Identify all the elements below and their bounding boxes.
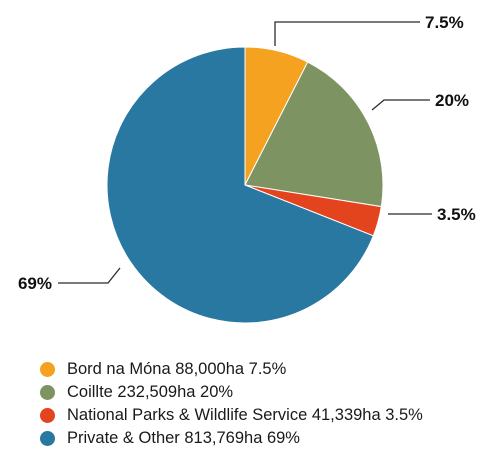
leader-line-coillte [372, 100, 430, 110]
legend-item-national-parks: National Parks & Wildlife Service 41,339… [40, 404, 423, 427]
leader-line-private-other [58, 268, 120, 283]
legend-swatch-private-other [40, 431, 55, 446]
callout-label-coillte: 20% [435, 91, 469, 110]
callout-label-national-parks: 3.5% [437, 205, 476, 224]
legend-swatch-bord-na-mona [40, 362, 55, 377]
legend-item-bord-na-mona: Bord na Móna 88,000ha 7.5% [40, 358, 423, 381]
callout-label-private-other: 69% [18, 274, 52, 293]
legend-label-private-other: Private & Other 813,769ha 69% [67, 429, 300, 448]
callout-label-bord-na-mona: 7.5% [425, 13, 464, 32]
legend-label-coillte: Coillte 232,509ha 20% [67, 383, 233, 402]
legend-swatch-coillte [40, 385, 55, 400]
legend-item-coillte: Coillte 232,509ha 20% [40, 381, 423, 404]
legend-item-private-other: Private & Other 813,769ha 69% [40, 427, 423, 450]
leader-line-bord-na-mona [275, 22, 420, 46]
legend-swatch-national-parks [40, 408, 55, 423]
legend-label-national-parks: National Parks & Wildlife Service 41,339… [67, 406, 423, 425]
pie-slices [107, 47, 383, 323]
pie-chart: 7.5% 20% 3.5% 69% [0, 0, 497, 340]
chart-legend: Bord na Móna 88,000ha 7.5% Coillte 232,5… [40, 358, 423, 450]
legend-label-bord-na-mona: Bord na Móna 88,000ha 7.5% [67, 360, 286, 379]
